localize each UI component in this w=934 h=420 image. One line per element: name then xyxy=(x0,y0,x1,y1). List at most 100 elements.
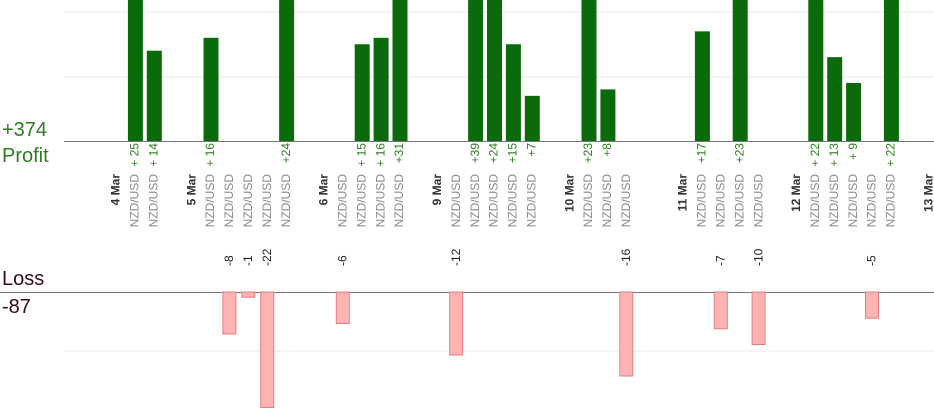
profit-bar xyxy=(883,0,899,141)
pair-label: NZD/USD xyxy=(128,174,142,228)
profit-value-label: + 14 xyxy=(146,143,160,167)
pair-label: NZD/USD xyxy=(279,174,293,228)
label-layer: 4 Mar NZD/USD + 25 NZD/USD + 14 5 Mar NZD/USD +… xyxy=(109,143,934,266)
loss-value-label: -7 xyxy=(713,255,727,266)
pair-label: NZD/USD xyxy=(600,174,614,228)
profit-bar xyxy=(827,57,843,141)
profit-value-label: + 13 xyxy=(827,143,841,167)
loss-bar xyxy=(751,291,766,345)
pair-label: NZD/USD xyxy=(846,174,860,228)
pair-label: NZD/USD xyxy=(506,174,520,228)
profit-bar xyxy=(127,0,143,141)
loss-total: -87 xyxy=(2,296,31,318)
pair-label: NZD/USD xyxy=(241,174,255,228)
pair-label: NZD/USD xyxy=(732,174,746,228)
loss-value-label: -22 xyxy=(260,248,274,266)
profit-bar xyxy=(487,0,502,141)
profit-bar xyxy=(468,0,484,141)
pair-label: NZD/USD xyxy=(581,174,595,228)
loss-value-label: -10 xyxy=(751,248,765,266)
date-label: 5 Mar xyxy=(184,174,198,206)
pair-label: NZD/USD xyxy=(203,174,217,228)
profit-bar xyxy=(808,0,824,141)
date-label: 6 Mar xyxy=(317,174,331,206)
date-label: 13 Mar xyxy=(921,174,934,212)
date-label: 9 Mar xyxy=(430,174,444,206)
pair-label: NZD/USD xyxy=(260,174,274,228)
profit-value-label: +24 xyxy=(279,143,293,164)
pair-label: NZD/USD xyxy=(354,174,368,228)
pair-label: NZD/USD xyxy=(751,174,765,228)
pair-label: NZD/USD xyxy=(827,174,841,228)
profit-value-label: +23 xyxy=(732,143,746,164)
profit-value-label: +24 xyxy=(487,143,501,164)
date-label: 12 Mar xyxy=(789,174,803,212)
pair-label: NZD/USD xyxy=(222,174,236,228)
bar-layer xyxy=(127,0,899,408)
profit-value-label: + 22 xyxy=(884,143,898,167)
pair-label: NZD/USD xyxy=(808,174,822,228)
loss-bar xyxy=(865,291,879,319)
pair-label: NZD/USD xyxy=(713,174,727,228)
profit-bar xyxy=(732,0,748,141)
loss-bar xyxy=(335,291,350,324)
profit-value-label: + 25 xyxy=(128,143,142,167)
pair-label: NZD/USD xyxy=(373,174,387,228)
profit-bar xyxy=(354,44,370,141)
loss-value-label: -8 xyxy=(222,255,236,266)
profit-value-label: + 9 xyxy=(846,143,860,160)
profit-value-label: +23 xyxy=(581,143,595,164)
date-label: 11 Mar xyxy=(676,174,690,212)
pair-label: NZD/USD xyxy=(524,174,538,228)
loss-value-label: -6 xyxy=(335,255,349,266)
profit-value-label: + 16 xyxy=(203,143,217,167)
profit-bar xyxy=(694,31,710,142)
pair-label: NZD/USD xyxy=(335,174,349,228)
pair-label: NZD/USD xyxy=(884,174,898,228)
pair-label: NZD/USD xyxy=(468,174,482,228)
profit-bar xyxy=(279,0,295,141)
pair-label: NZD/USD xyxy=(392,174,406,228)
profit-bar xyxy=(203,37,219,141)
profit-value-label: + 22 xyxy=(808,143,822,167)
profit-bar xyxy=(392,0,408,141)
profit-bar xyxy=(581,0,597,141)
pair-label: NZD/USD xyxy=(449,174,463,228)
loss-bar xyxy=(241,291,256,298)
profit-bar xyxy=(524,95,540,141)
pair-label: NZD/USD xyxy=(146,174,160,228)
loss-value-label: -1 xyxy=(241,255,255,266)
date-label: 4 Mar xyxy=(109,174,123,206)
date-label: 10 Mar xyxy=(562,174,576,212)
profit-bar xyxy=(600,89,616,141)
profit-value-label: +31 xyxy=(392,143,406,164)
loss-bar xyxy=(222,291,237,335)
profit-bar xyxy=(846,82,862,141)
profit-bar xyxy=(373,37,389,141)
loss-value-label: -5 xyxy=(865,255,879,266)
loss-bar xyxy=(713,291,728,330)
loss-bar xyxy=(260,291,275,408)
pair-label: NZD/USD xyxy=(487,174,501,228)
loss-bar xyxy=(619,291,634,377)
pair-label: NZD/USD xyxy=(865,174,879,228)
profit-total: +374 xyxy=(2,119,48,141)
profit-value-label: + 15 xyxy=(354,143,368,167)
profit-value-label: + 16 xyxy=(373,143,387,167)
profit-bar xyxy=(505,44,521,141)
profit-value-label: +7 xyxy=(524,143,538,157)
pair-label: NZD/USD xyxy=(619,174,633,228)
profit-value-label: +39 xyxy=(468,143,482,164)
profit-bar xyxy=(146,50,162,142)
loss-label: Loss xyxy=(2,268,45,290)
profit-value-label: +8 xyxy=(600,143,614,157)
loss-value-label: -16 xyxy=(619,248,633,266)
loss-value-label: -12 xyxy=(449,248,463,266)
profit-value-label: +17 xyxy=(695,143,709,164)
pair-label: NZD/USD xyxy=(695,174,709,228)
loss-bar xyxy=(449,291,464,356)
profit-value-label: +15 xyxy=(506,143,520,164)
profit-label: Profit xyxy=(2,145,49,167)
